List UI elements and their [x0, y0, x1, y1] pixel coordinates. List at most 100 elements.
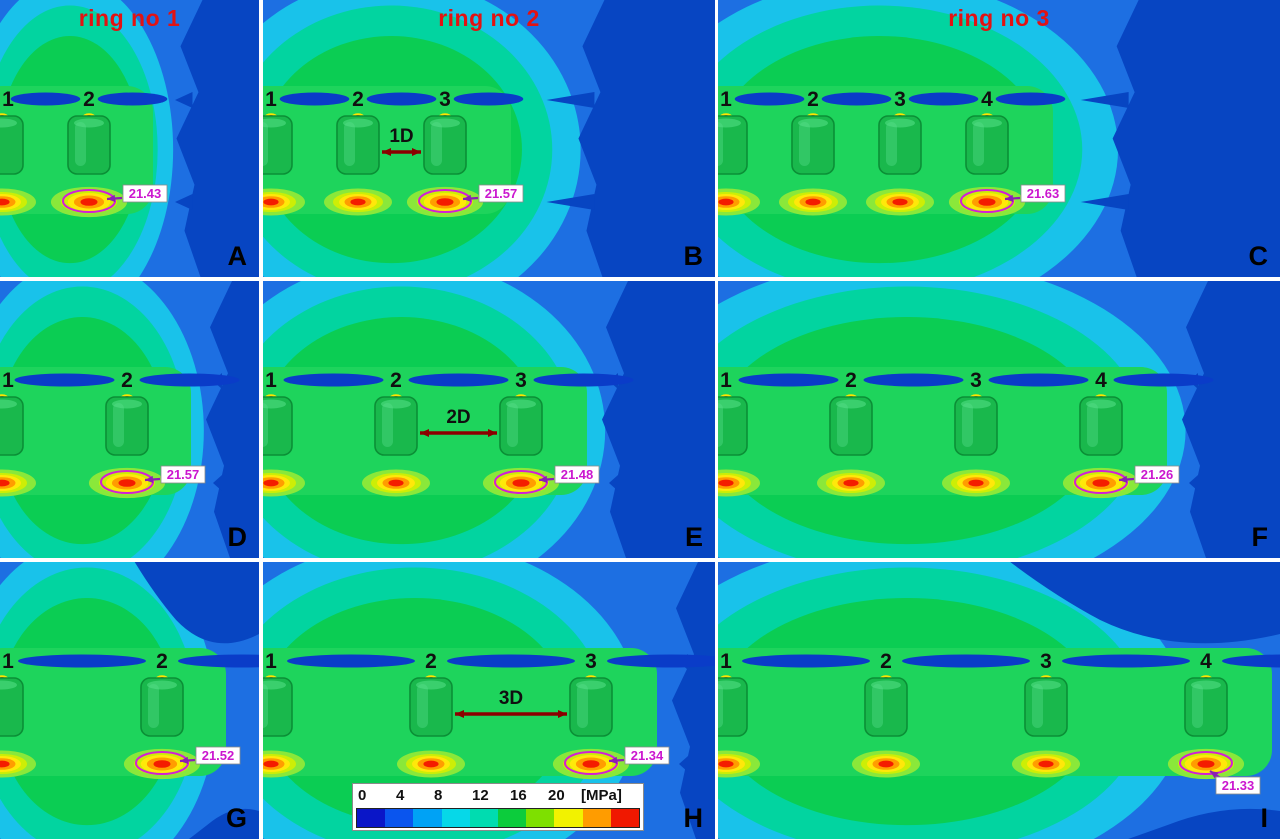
stress-hot-spot	[512, 479, 530, 487]
stress-contour-plot: 1 2 3 21.48 2D E	[263, 281, 715, 558]
contour-lens	[738, 373, 839, 387]
colorbar-tick: 8	[434, 787, 443, 804]
max-stress-label-box	[624, 746, 670, 765]
contour-lens	[1062, 654, 1190, 668]
colorbar-tick: 12	[472, 787, 489, 804]
implant-number: 4	[1200, 650, 1212, 673]
contour-lens	[97, 92, 168, 106]
implant-number: 3	[515, 369, 527, 392]
implant-number: 1	[2, 369, 14, 392]
stress-hot-spot	[263, 198, 279, 206]
spacing-label: 2D	[446, 407, 470, 428]
contour-lens	[607, 654, 715, 668]
max-stress-value: 21.34	[631, 748, 664, 763]
implant-2	[829, 396, 873, 456]
max-stress-label-box	[160, 465, 206, 484]
max-stress-value: 21.57	[485, 186, 518, 201]
panel-G: 1 2 21.52 G	[0, 562, 259, 839]
implant-2	[791, 115, 835, 175]
implant-number: 1	[2, 88, 14, 111]
implant-1	[0, 677, 24, 737]
implant-1	[263, 396, 293, 456]
contour-lens	[742, 654, 870, 668]
colorbar-segment	[413, 809, 442, 827]
max-stress-value: 21.52	[202, 748, 235, 763]
max-stress-label-box	[1215, 776, 1261, 795]
max-stress-label-box	[1020, 184, 1066, 203]
colorbar-legend: 0 4 8 12 16 20 [MPa]	[352, 783, 644, 831]
max-stress-value: 21.43	[129, 186, 162, 201]
implant-number: 1	[265, 88, 277, 111]
contour-lens	[139, 373, 240, 387]
panel-letter: D	[228, 522, 248, 552]
implant-number: 2	[83, 88, 95, 111]
stress-hot-spot	[263, 479, 279, 487]
implant-number: 2	[156, 650, 168, 673]
stress-hot-spot	[1038, 760, 1054, 768]
colorbar-tick: 0	[358, 787, 367, 804]
implant-number: 3	[1040, 650, 1052, 673]
max-stress-label-box	[1134, 465, 1180, 484]
contour-lens	[287, 654, 415, 668]
colorbar-segment	[554, 809, 583, 827]
max-stress-value: 21.57	[167, 467, 200, 482]
implant-2	[336, 115, 380, 175]
stress-hot-spot	[0, 760, 10, 768]
contour-lens	[863, 373, 964, 387]
stress-contour-plot: 1 2 3 4 21.63 C	[718, 0, 1280, 277]
colorbar-segment	[385, 809, 414, 827]
spacing-label: 1D	[389, 126, 413, 147]
contour-lens	[908, 92, 979, 106]
implant-1	[263, 115, 293, 175]
stress-hot-spot	[878, 760, 894, 768]
max-stress-label-box	[122, 184, 168, 203]
contour-lens	[18, 654, 146, 668]
implant-2	[67, 115, 111, 175]
colorbar-gradient	[356, 808, 640, 828]
contour-lens	[734, 92, 805, 106]
contour-lens	[408, 373, 509, 387]
stress-hot-spot	[968, 479, 984, 487]
implant-number: 1	[265, 369, 277, 392]
contour-lens	[279, 92, 350, 106]
implant-number: 1	[720, 88, 732, 111]
contour-lens	[995, 92, 1066, 106]
implant-2	[374, 396, 418, 456]
panel-B: 1 2 3 21.57 1D B	[263, 0, 715, 277]
panel-letter: H	[684, 803, 704, 833]
stress-hot-spot	[0, 479, 10, 487]
spacing-label: 3D	[499, 688, 523, 709]
max-stress-label-box	[478, 184, 524, 203]
colorbar-tick: 20	[548, 787, 565, 804]
far-field-region	[602, 281, 715, 558]
implant-number: 4	[981, 88, 993, 111]
panel-letter: B	[684, 241, 704, 271]
stress-hot-spot	[1092, 479, 1110, 487]
contour-lens	[902, 654, 1030, 668]
implant-number: 3	[970, 369, 982, 392]
implant-4	[965, 115, 1009, 175]
panel-F: 1 2 3 4 21.26 F	[718, 281, 1280, 558]
implant-1	[718, 396, 748, 456]
max-stress-label-box	[195, 746, 241, 765]
contour-lens	[366, 92, 437, 106]
implant-3	[954, 396, 998, 456]
implant-number: 3	[439, 88, 451, 111]
implant-number: 2	[845, 369, 857, 392]
contour-lens	[178, 654, 259, 668]
implant-2	[105, 396, 149, 456]
stress-hot-spot	[436, 198, 454, 206]
implant-1	[0, 396, 24, 456]
colorbar-segment	[498, 809, 527, 827]
stress-hot-spot	[582, 760, 600, 768]
max-stress-marker	[1179, 751, 1233, 775]
implant-number: 4	[1095, 369, 1107, 392]
implant-number: 2	[121, 369, 133, 392]
panel-letter: A	[228, 241, 248, 271]
stress-contour-plot: 1 2 3 4 21.33 I	[718, 562, 1280, 839]
stress-hot-spot	[718, 479, 734, 487]
panel-A: 1 2 21.43 A	[0, 0, 259, 277]
far-field-region	[1182, 281, 1280, 558]
contour-lens	[283, 373, 384, 387]
implant-number: 1	[720, 369, 732, 392]
